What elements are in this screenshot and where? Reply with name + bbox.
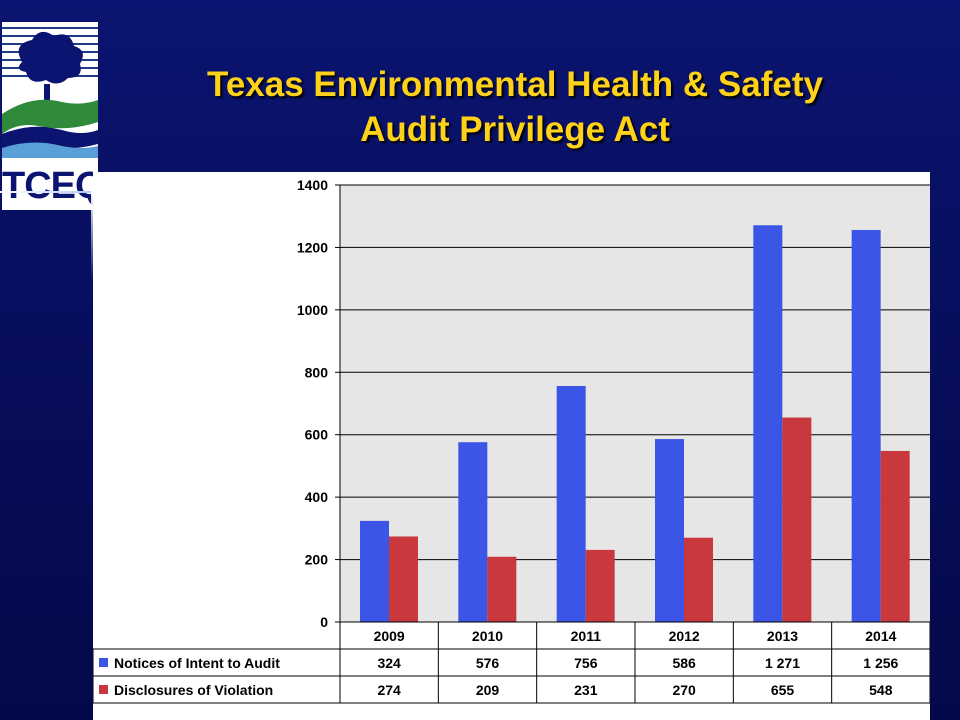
data-table-value: 548: [869, 682, 893, 698]
bar-notices-2010: [458, 442, 488, 622]
plot-area: [340, 185, 930, 622]
bar-disclosures-2014: [880, 450, 910, 622]
legend-label-notices: Notices of Intent to Audit: [114, 655, 280, 671]
title-line-2: Audit Privilege Act: [360, 110, 670, 149]
bar-disclosures-2010: [487, 556, 517, 622]
y-tick-label: 0: [320, 614, 328, 630]
legend-key-notices: [99, 658, 108, 667]
data-table-value: 576: [476, 655, 500, 671]
bar-notices-2012: [655, 439, 684, 622]
data-table-value: 274: [377, 682, 401, 698]
x-category-label: 2011: [571, 628, 602, 644]
x-category-label: 2010: [472, 628, 503, 644]
bar-disclosures-2012: [684, 537, 713, 622]
x-category-label: 2013: [767, 628, 798, 644]
y-tick-label: 1200: [297, 239, 328, 255]
bar-notices-2009: [360, 520, 389, 622]
x-category-label: 2014: [865, 628, 896, 644]
logo-text: TCEQ: [2, 162, 105, 210]
bar-disclosures-2009: [389, 536, 418, 622]
data-table-value: 1 271: [765, 655, 800, 671]
data-table-value: 1 256: [863, 655, 898, 671]
data-table-value: 655: [771, 682, 795, 698]
data-table-value: 209: [476, 682, 500, 698]
data-table-value: 324: [377, 655, 401, 671]
x-category-label: 2012: [669, 628, 700, 644]
y-tick-label: 800: [305, 364, 329, 380]
data-table-value: 231: [574, 682, 598, 698]
data-table-value: 586: [672, 655, 696, 671]
title-line-1: Texas Environmental Health & Safety: [207, 65, 823, 104]
bar-disclosures-2011: [585, 549, 615, 622]
bar-notices-2014: [851, 229, 881, 622]
data-table-value: 270: [672, 682, 696, 698]
bar-chart: 0 200 400 600 800 1000 1200 1400 2009 2010 2011 201…: [93, 177, 930, 704]
tceq-logo: TCEQ: [0, 22, 105, 210]
chart-panel: 0 200 400 600 800 1000 1200 1400 2009 2010 2011 201…: [93, 172, 930, 720]
legend-key-disclosures: [99, 685, 108, 694]
logo-graphic: [2, 22, 98, 192]
side-rule: [91, 191, 93, 281]
y-tick-label: 400: [305, 489, 329, 505]
slide-title: Texas Environmental Health & Safety Audi…: [100, 62, 930, 152]
y-tick-label: 1000: [297, 302, 328, 318]
data-table-value: 756: [574, 655, 598, 671]
x-category-label: 2009: [374, 628, 405, 644]
bar-notices-2011: [556, 386, 586, 622]
bar-notices-2013: [753, 225, 783, 623]
bar-disclosures-2013: [782, 417, 812, 622]
legend-label-disclosures: Disclosures of Violation: [114, 682, 273, 698]
y-tick-label: 200: [305, 552, 329, 568]
y-tick-label: 600: [305, 427, 329, 443]
y-tick-label: 1400: [297, 177, 328, 193]
